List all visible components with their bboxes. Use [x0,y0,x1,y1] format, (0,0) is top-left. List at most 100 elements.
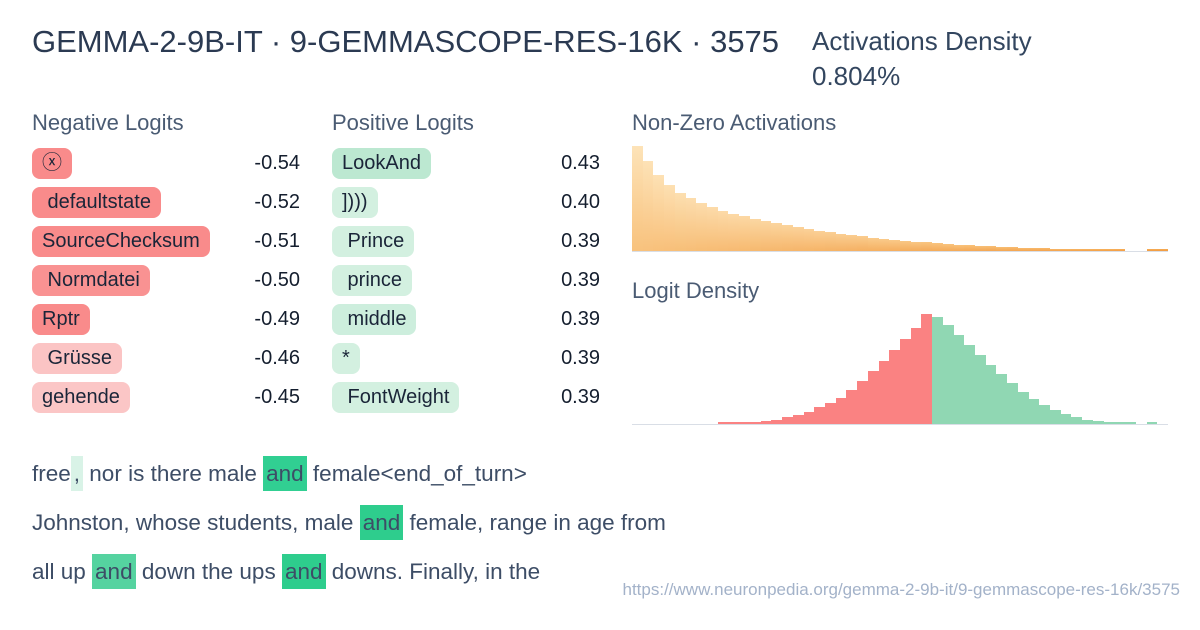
histogram-bar [975,246,986,251]
histogram-bar [1082,249,1093,251]
histogram-bar [846,235,858,251]
histogram-bar [696,203,708,251]
histogram-bar [1017,248,1029,251]
positive-logit-token-pill[interactable]: prince [332,265,413,296]
highlighted-token: and [359,505,404,540]
histogram-bar [889,240,900,251]
logit-value: -0.54 [254,152,300,174]
histogram-bar [642,161,654,251]
highlighted-token: and [281,554,326,589]
logit-row: * 0.39 [332,343,600,374]
histogram-bar [1028,399,1040,424]
histogram-bar [1103,249,1115,251]
logit-value: 0.39 [561,269,600,291]
source-url[interactable]: https://www.neuronpedia.org/gemma-2-9b-i… [622,580,1181,599]
negative-logit-token-pill[interactable]: gehende [32,382,130,413]
positive-logit-token-pill[interactable]: LookAnd [332,148,431,179]
histogram-bar [996,374,1008,424]
logit-row: gehende -0.45 [32,382,300,413]
main-content: Negative Logits ⓧ -0.54 defaultstate -0.52… [32,110,1168,425]
highlighted-token: and [92,554,136,589]
positive-logits-heading: Positive Logits [332,110,474,135]
histogram-bar [932,317,943,424]
histogram-bar [942,244,954,251]
histogram-bar [899,241,911,251]
histogram-bar [964,245,975,251]
logit-value: -0.49 [254,308,300,330]
positive-logits-list: LookAnd 0.43]))) 0.40 Prince 0.39 prince 0.3… [332,148,600,413]
negative-logits-section: Negative Logits ⓧ -0.54 defaultstate -0.52… [32,110,300,425]
logit-row: middle 0.39 [332,304,600,335]
negative-logit-token-pill[interactable]: SourceChecksum [32,226,210,257]
negative-logits-list: ⓧ -0.54 defaultstate -0.52 SourceChecksum -0… [32,148,300,413]
histogram-bar [932,243,943,251]
sample-text-line: free, nor is there male and female<end_o… [32,449,1168,498]
page-title: GEMMA-2-9B-IT · 9-GEMMASCOPE-RES-16K · 3… [32,24,780,59]
highlighted-token: , [70,456,84,491]
histogram-bar [771,223,783,251]
histogram-bar [1125,422,1136,424]
histogram-bar [1028,248,1040,251]
histogram-bar [857,236,868,251]
histogram-bar [975,355,986,424]
histogram-bar [632,146,643,251]
histogram-bar [653,175,665,251]
sample-token: Johnston, whose students, male [32,510,360,535]
histogram-bar [782,417,793,424]
positive-logit-token-pill[interactable]: * [332,343,360,374]
histogram-bar [1007,247,1018,251]
histogram-bar [782,225,793,251]
histogram-bar [824,232,836,251]
logit-value: -0.50 [254,269,300,291]
activations-density: Activations Density 0.804% [812,22,1168,94]
histogram-bar [1039,405,1051,424]
positive-logit-token-pill[interactable]: middle [332,304,417,335]
positive-logits-section: Positive Logits LookAnd 0.43]))) 0.40 Prin… [332,110,600,425]
negative-logit-token-pill[interactable]: defaultstate [32,187,161,218]
negative-logit-token-pill[interactable]: Normdatei [32,265,150,296]
histogram-bar [910,328,922,424]
activations-density-label: Activations Density [812,26,1032,56]
histogram-bar [1157,249,1168,251]
histogram-bar [1114,422,1126,424]
histogram-bar [953,335,965,424]
positive-logit-token-pill[interactable]: ]))) [332,187,378,218]
logit-row: Normdatei -0.50 [32,265,300,296]
histogram-bar [964,345,975,424]
logit-value: 0.39 [561,347,600,369]
logit-row: Prince 0.39 [332,226,600,257]
logit-row: defaultstate -0.52 [32,187,300,218]
sample-token: downs. Finally, in the [325,559,541,584]
histogram-bar [749,219,761,251]
negative-logit-token-pill[interactable]: Rptr [32,304,90,335]
histogram-bar [867,371,879,424]
activations-density-value: 0.804% [812,61,901,91]
sample-text-line: Johnston, whose students, male and femal… [32,498,1168,547]
positive-logit-token-pill[interactable]: Prince [332,226,415,257]
feature-card: GEMMA-2-9B-IT · 9-GEMMASCOPE-RES-16K · 3… [32,22,1181,599]
logit-value: 0.43 [561,152,600,174]
logit-value: -0.46 [254,347,300,369]
sample-token: nor is there male [83,461,264,486]
logit-row: SourceChecksum -0.51 [32,226,300,257]
histogram-bar [867,238,879,251]
logit-row: FontWeight 0.39 [332,382,600,413]
histogram-bar [889,350,900,424]
negative-logit-token-pill[interactable]: ⓧ [32,148,72,179]
negative-logits-heading: Negative Logits [32,110,184,135]
histogram-bar [921,242,933,251]
histogram-bar [1071,249,1083,251]
sample-token: all up [32,559,93,584]
histogram-bar [942,325,954,424]
histogram-bar [803,229,815,251]
positive-logit-token-pill[interactable]: FontWeight [332,382,460,413]
histogram-bar [985,246,997,251]
negative-logit-token-pill[interactable]: Grüsse [32,343,123,374]
logit-row: Grüsse -0.46 [32,343,300,374]
histogram-bar [707,207,718,251]
histogram-bar [739,422,750,424]
histogram-bar [1050,249,1061,251]
histogram-bar [953,245,965,251]
histogram-bar [1146,422,1158,424]
histogram-bar [1092,421,1104,424]
